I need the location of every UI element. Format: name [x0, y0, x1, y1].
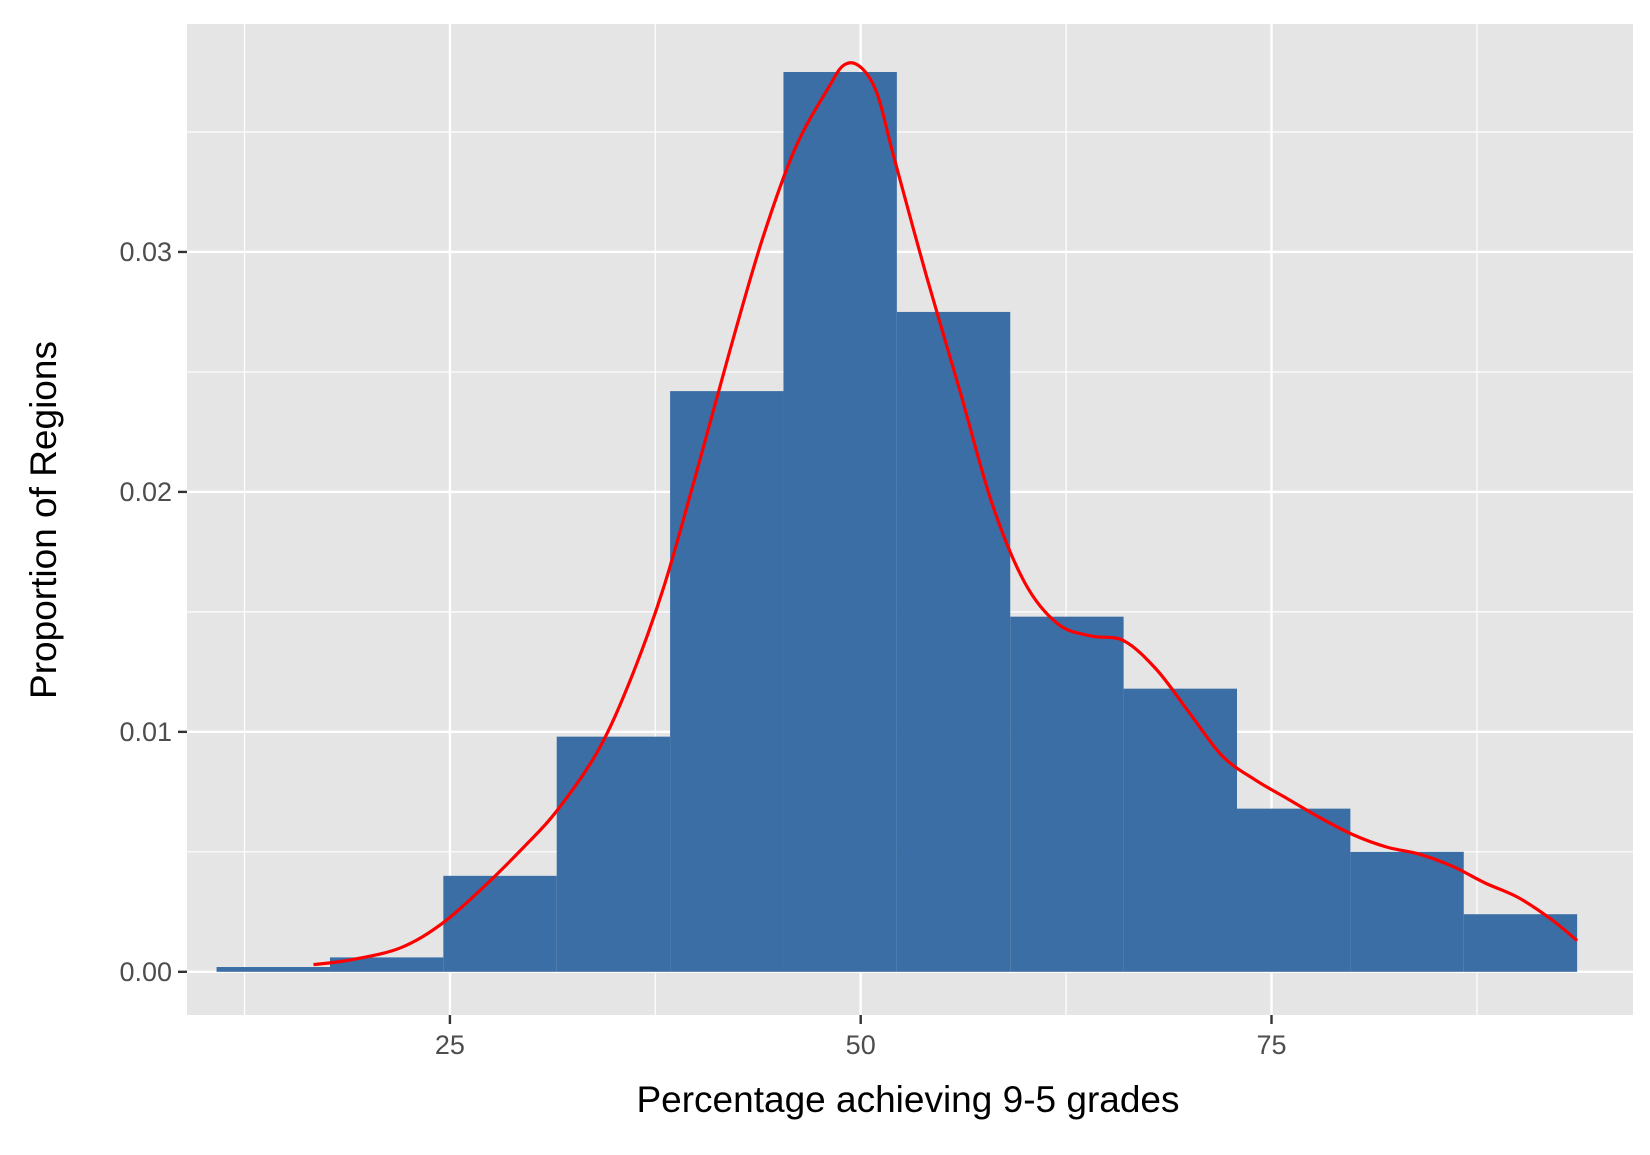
y-tick-label: 0.01 — [119, 717, 172, 747]
histogram-bar-7 — [1010, 616, 1124, 972]
histogram-bar-10 — [1350, 851, 1464, 972]
histogram-bar-11 — [1463, 914, 1578, 972]
x-tick-label: 75 — [1256, 1030, 1286, 1060]
histogram-bar-1 — [329, 957, 444, 972]
histogram-bar-8 — [1123, 688, 1237, 972]
x-tick-label: 50 — [846, 1030, 876, 1060]
x-axis: 25 50 75 — [435, 1015, 1287, 1060]
y-axis-title: Proportion of Regions — [23, 341, 64, 699]
histogram-bar-3 — [556, 736, 671, 972]
histogram-bar-4 — [670, 391, 784, 972]
y-tick-label: 0.03 — [119, 237, 172, 267]
y-tick-label: 0.00 — [119, 957, 172, 987]
x-axis-title: Percentage achieving 9-5 grades — [636, 1079, 1179, 1120]
histogram-bar-5 — [783, 71, 897, 972]
histogram-bar-9 — [1236, 808, 1351, 972]
density-curve — [313, 61, 1579, 967]
histogram-bar-0 — [216, 967, 330, 972]
histogram-bar-2 — [443, 875, 557, 972]
histogram-bar-6 — [896, 311, 1011, 972]
y-axis: 0.00 0.01 0.02 0.03 — [119, 237, 187, 987]
x-tick-label: 25 — [435, 1030, 465, 1060]
y-tick-label: 0.02 — [119, 477, 172, 507]
histogram-bars — [216, 71, 1578, 972]
